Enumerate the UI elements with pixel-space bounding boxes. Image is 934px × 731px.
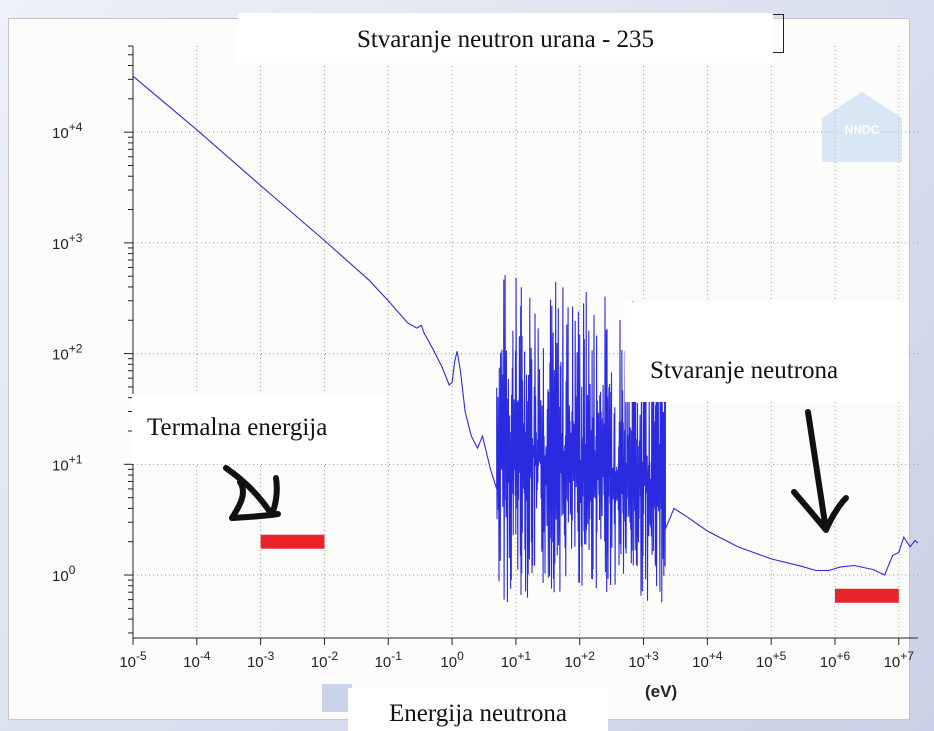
arrow-layer — [223, 409, 849, 533]
x-tick-label: 10+4 — [692, 649, 723, 671]
curve-layer — [132, 75, 919, 603]
fission-range-marker — [834, 588, 899, 603]
x-axis-title: Energija neutrona — [389, 700, 567, 727]
chart-title: Stvaranje neutron urana - 235 — [356, 26, 655, 53]
x-tick-label: 10+5 — [756, 649, 787, 671]
cross-section-curve — [132, 75, 919, 603]
y-tick-label: 10+4 — [52, 120, 83, 142]
x-tick-label: 100 — [440, 649, 464, 671]
nndc-logo-text: NNDC — [845, 123, 880, 137]
thermal-energy-label: Termalna energija — [147, 414, 328, 441]
x-tick-label: 10-3 — [247, 649, 275, 671]
x-tick-label: 10+6 — [820, 649, 851, 671]
x-tick-label: 10-4 — [183, 649, 211, 671]
x-tick-label: 10+1 — [501, 649, 532, 671]
x-tick-label: 10-2 — [311, 649, 339, 671]
y-tick-label: 10+1 — [52, 452, 83, 474]
y-tick-label: 10+3 — [52, 231, 83, 253]
thermal-label-background — [132, 394, 386, 464]
thermal-arrow — [223, 465, 281, 521]
production-label-background — [625, 302, 909, 402]
x-tick-label: 10+2 — [565, 649, 596, 671]
marker-layer — [260, 534, 899, 603]
production-arrow — [791, 409, 849, 533]
x-tick-label: 10-5 — [119, 649, 147, 671]
x-axis-title-background — [348, 688, 608, 731]
footer-shade — [322, 684, 352, 712]
thermal-range-marker — [260, 534, 325, 549]
y-tick-label: 10+2 — [52, 342, 83, 364]
axis-layer: 100 10+1 10+2 10+3 10+4 10-5 10-4 10-3 10-2 10-1 1… — [52, 45, 918, 671]
y-tick-label: 100 — [52, 563, 76, 585]
x-axis-unit: (eV) — [645, 682, 678, 701]
title-background — [238, 13, 773, 63]
neutron-production-label: Stvaranje neutrona — [650, 357, 839, 384]
x-tick-label: 10-1 — [375, 649, 403, 671]
x-tick-label: 10+3 — [628, 649, 659, 671]
x-tick-label: 10+7 — [884, 649, 915, 671]
title-bracket — [773, 14, 784, 53]
nndc-logo: NNDC — [818, 88, 906, 162]
